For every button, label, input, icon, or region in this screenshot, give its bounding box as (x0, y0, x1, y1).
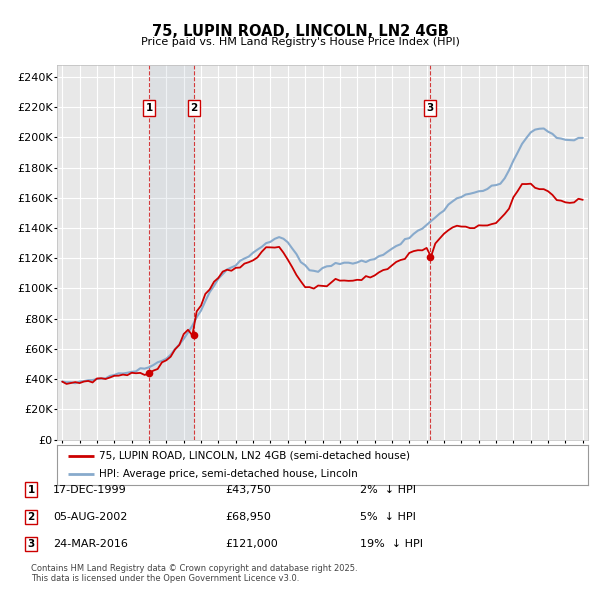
Text: 3: 3 (28, 539, 35, 549)
Text: 1: 1 (28, 485, 35, 494)
Text: 05-AUG-2002: 05-AUG-2002 (53, 512, 127, 522)
Text: 19%  ↓ HPI: 19% ↓ HPI (360, 539, 423, 549)
Text: 5%  ↓ HPI: 5% ↓ HPI (360, 512, 416, 522)
Text: HPI: Average price, semi-detached house, Lincoln: HPI: Average price, semi-detached house,… (100, 469, 358, 479)
Text: 24-MAR-2016: 24-MAR-2016 (53, 539, 128, 549)
Text: 17-DEC-1999: 17-DEC-1999 (53, 485, 127, 494)
Text: Contains HM Land Registry data © Crown copyright and database right 2025.
This d: Contains HM Land Registry data © Crown c… (31, 563, 358, 583)
Text: 2: 2 (28, 512, 35, 522)
Text: Price paid vs. HM Land Registry's House Price Index (HPI): Price paid vs. HM Land Registry's House … (140, 37, 460, 47)
Text: 75, LUPIN ROAD, LINCOLN, LN2 4GB (semi-detached house): 75, LUPIN ROAD, LINCOLN, LN2 4GB (semi-d… (100, 451, 410, 461)
Text: 75, LUPIN ROAD, LINCOLN, LN2 4GB: 75, LUPIN ROAD, LINCOLN, LN2 4GB (152, 24, 448, 38)
Text: 3: 3 (427, 103, 434, 113)
Text: 1: 1 (145, 103, 152, 113)
Text: £121,000: £121,000 (225, 539, 278, 549)
Text: £68,950: £68,950 (225, 512, 271, 522)
Text: £43,750: £43,750 (225, 485, 271, 494)
Bar (149, 65, 194, 440)
Text: 2: 2 (190, 103, 198, 113)
Text: 2%  ↓ HPI: 2% ↓ HPI (360, 485, 416, 494)
